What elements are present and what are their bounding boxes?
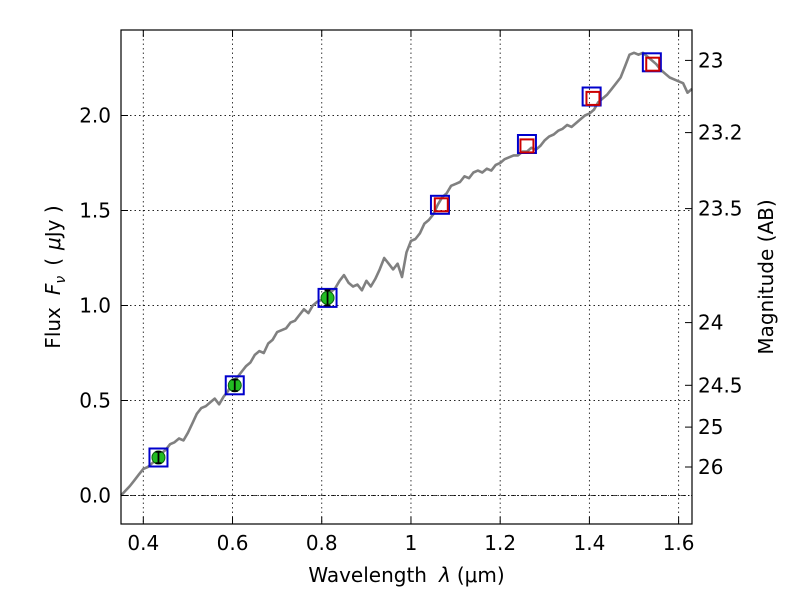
right-tick-label: 26	[698, 455, 723, 479]
x-axis-label-unit: (μm)	[457, 563, 505, 587]
synthetic-square-marker	[645, 56, 661, 72]
spectrum-line	[120, 51, 693, 497]
y-tick-label: 2.0	[79, 104, 111, 128]
model-square-marker	[148, 447, 169, 468]
synthetic-square-marker	[585, 90, 601, 106]
right-axis-label: Magnitude (AB)	[754, 199, 778, 354]
y-tick-label: 0.0	[79, 484, 111, 508]
y-axis-label-unit-open: (	[41, 258, 65, 266]
model-square-marker	[317, 287, 338, 308]
x-tick-label: 0.8	[306, 531, 338, 555]
tick-marks	[121, 30, 692, 524]
x-axis-label-symbol: λ	[438, 563, 451, 587]
y-tick-label: 1.5	[79, 199, 111, 223]
y-axis-label-symbol: F	[41, 283, 65, 295]
y-axis-label: Flux Fν ( μJy )	[41, 205, 69, 348]
x-tick-label: 1	[405, 531, 418, 555]
right-tick-label: 23	[698, 48, 723, 72]
synthetic-square-marker	[433, 197, 449, 213]
right-tick-label: 25	[698, 415, 723, 439]
x-tick-label: 1.2	[484, 531, 516, 555]
plot-frame	[120, 29, 693, 525]
x-tick-label: 0.4	[127, 531, 159, 555]
right-tick-label: 24	[698, 311, 723, 335]
model-square-marker	[224, 375, 245, 396]
y-axis-label-subscript: ν	[53, 276, 69, 284]
grid	[121, 30, 692, 524]
right-tick-label: 23.2	[698, 121, 743, 145]
y-axis-label-text: Flux	[41, 307, 65, 349]
model-square-marker	[429, 194, 450, 215]
x-tick-label: 0.6	[217, 531, 249, 555]
right-tick-label: 24.5	[698, 373, 743, 397]
x-axis-label-text: Wavelength	[308, 563, 427, 587]
y-tick-label: 0.5	[79, 389, 111, 413]
y-tick-label: 1.0	[79, 294, 111, 318]
y-axis-label-unit-rest: Jy )	[41, 205, 65, 239]
y-axis-label-unit-mu: μ	[41, 237, 65, 251]
x-axis-label: Wavelength λ (μm)	[308, 563, 504, 587]
right-tick-label: 23.5	[698, 197, 743, 221]
x-tick-label: 1.6	[663, 531, 695, 555]
synthetic-square-marker	[519, 138, 535, 154]
series-layer	[120, 51, 693, 497]
tick-labels: 0.4 0.6 0.8 1 1.2 1.4 1.6 0.0 0.5 1.0 1.5 2.0 23 23.2…	[79, 48, 742, 555]
x-tick-label: 1.4	[573, 531, 605, 555]
